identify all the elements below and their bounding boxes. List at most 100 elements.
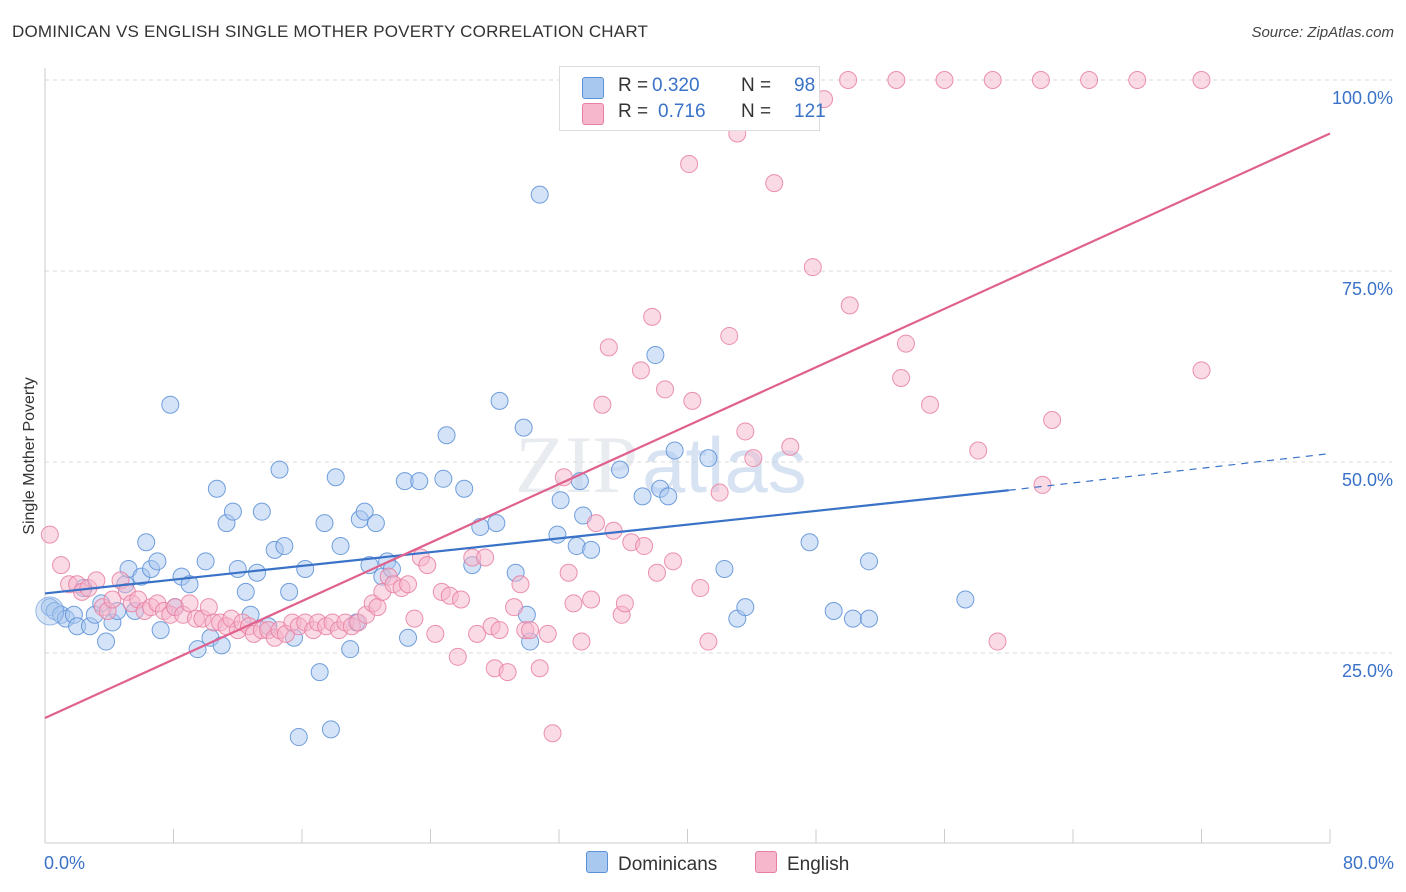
data-point — [664, 552, 683, 571]
data-point — [803, 258, 822, 277]
data-point — [538, 624, 557, 643]
data-point — [633, 487, 652, 506]
y-tick-labels: 25.0% 50.0% 75.0% 100.0% — [1332, 88, 1393, 681]
data-point — [643, 307, 662, 326]
y-tick-label: 50.0% — [1342, 470, 1393, 490]
data-point — [452, 590, 471, 609]
data-point — [935, 71, 954, 89]
legend-r-value: 0.716 — [658, 101, 706, 122]
data-point — [35, 596, 65, 626]
dominicans-regression-extension — [1008, 452, 1331, 491]
dominicans-regression-line — [44, 489, 1009, 595]
data-point — [1043, 410, 1062, 429]
legend-r-label: R = — [618, 75, 649, 96]
data-point — [331, 537, 350, 556]
data-point — [448, 647, 467, 666]
data-point — [476, 548, 495, 567]
data-point — [410, 472, 429, 491]
data-point — [691, 579, 710, 598]
data-point — [1080, 71, 1099, 89]
data-point — [656, 380, 675, 399]
chart-title: DOMINICAN VS ENGLISH SINGLE MOTHER POVER… — [12, 22, 649, 41]
data-point — [680, 155, 699, 174]
data-point — [715, 559, 734, 578]
data-point — [781, 437, 800, 456]
x-tick-label-min: 0.0% — [44, 853, 85, 873]
data-point — [248, 563, 267, 582]
data-point — [887, 71, 906, 89]
data-point — [582, 590, 601, 609]
data-point — [511, 575, 530, 594]
data-point — [505, 598, 524, 617]
legend-n-value: 121 — [794, 101, 826, 122]
source-credit: Source: ZipAtlas.com — [1251, 24, 1394, 41]
data-point — [631, 361, 650, 380]
data-point — [52, 556, 71, 575]
data-point — [896, 334, 915, 353]
data-point — [843, 609, 862, 628]
data-point — [665, 441, 684, 460]
data-point — [736, 422, 755, 441]
data-point — [296, 559, 315, 578]
data-point — [983, 71, 1002, 89]
data-point — [40, 525, 59, 544]
data-point — [321, 720, 340, 739]
data-point — [434, 469, 453, 488]
data-point — [744, 449, 763, 468]
data-point — [487, 514, 506, 533]
data-point — [275, 537, 294, 556]
data-point — [97, 632, 116, 651]
data-point — [326, 468, 345, 487]
data-point — [270, 460, 289, 479]
data-point — [1192, 71, 1211, 89]
data-point — [582, 540, 601, 559]
y-tick-label: 100.0% — [1332, 88, 1393, 108]
data-point — [564, 594, 583, 613]
data-point — [368, 598, 387, 617]
data-point — [199, 598, 218, 617]
data-point — [399, 575, 418, 594]
data-point — [635, 537, 654, 556]
data-point — [405, 609, 424, 628]
data-point — [559, 563, 578, 582]
data-point — [530, 659, 549, 678]
data-point — [521, 621, 540, 640]
data-point — [196, 552, 215, 571]
regression-lines — [44, 132, 1331, 719]
series-name-english: English — [787, 854, 850, 875]
data-point — [161, 395, 180, 414]
data-point — [839, 71, 858, 89]
data-point — [710, 483, 729, 502]
legend-swatch-pink — [582, 103, 604, 125]
stats-legend: R = 0.320 N = 98 R = 0.716 N = 121 — [559, 66, 826, 131]
data-point — [207, 479, 226, 498]
data-point — [341, 640, 360, 659]
dominicans-points — [35, 185, 975, 747]
data-point — [824, 601, 843, 620]
data-point — [252, 502, 271, 521]
data-point — [280, 582, 299, 601]
data-point — [366, 514, 385, 533]
data-point — [551, 491, 570, 510]
data-point — [223, 502, 242, 521]
legend-n-label: N = — [741, 101, 772, 122]
data-point — [310, 663, 329, 682]
data-point — [426, 624, 445, 643]
data-point — [720, 326, 739, 345]
data-point — [355, 502, 374, 521]
data-point — [315, 514, 334, 533]
data-point — [418, 556, 437, 575]
data-point — [586, 514, 605, 533]
legend-n-value: 98 — [794, 75, 816, 96]
data-point — [892, 368, 911, 387]
data-point — [647, 563, 666, 582]
data-point — [699, 632, 718, 651]
series-legend-english: English — [755, 851, 849, 876]
data-point — [860, 552, 879, 571]
series-name-dominicans: Dominicans — [618, 854, 718, 875]
data-point — [151, 621, 170, 640]
data-point — [437, 426, 456, 445]
data-point — [399, 628, 418, 647]
gridlines — [45, 79, 1392, 654]
